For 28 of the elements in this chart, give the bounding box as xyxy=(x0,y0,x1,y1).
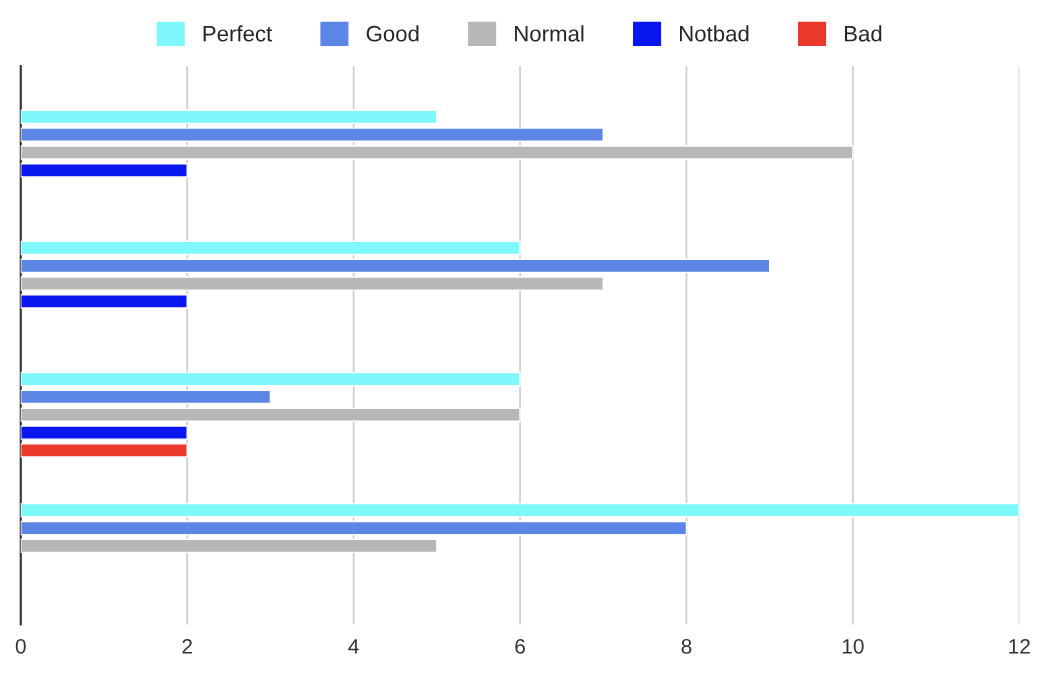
bar xyxy=(20,443,188,458)
x-tick-label: 2 xyxy=(182,638,192,654)
bar xyxy=(20,240,521,256)
legend-label: Bad xyxy=(844,25,882,42)
x-tick-label: 10 xyxy=(842,638,864,654)
bar xyxy=(20,163,188,178)
bar xyxy=(20,145,854,160)
bar xyxy=(20,276,604,291)
bar xyxy=(20,425,188,440)
x-tick-label: 0 xyxy=(15,638,26,654)
legend-label: Perfect xyxy=(203,25,273,42)
x-tick-label: 4 xyxy=(348,639,359,654)
bar xyxy=(20,371,521,387)
x-tick-label: 8 xyxy=(681,638,692,654)
bar xyxy=(20,109,438,125)
bar xyxy=(20,294,188,309)
bar xyxy=(20,389,272,405)
legend-label: Good xyxy=(366,25,419,42)
bar xyxy=(20,258,771,274)
bar xyxy=(20,502,1020,518)
bar xyxy=(20,538,438,554)
bar xyxy=(20,520,688,536)
legend-label: Normal xyxy=(515,25,584,42)
x-tick-label: 12 xyxy=(1009,638,1030,654)
legend-label: Notbad xyxy=(680,25,749,42)
x-tick-label: 6 xyxy=(515,638,525,654)
bar xyxy=(20,127,604,142)
bar xyxy=(20,407,521,422)
